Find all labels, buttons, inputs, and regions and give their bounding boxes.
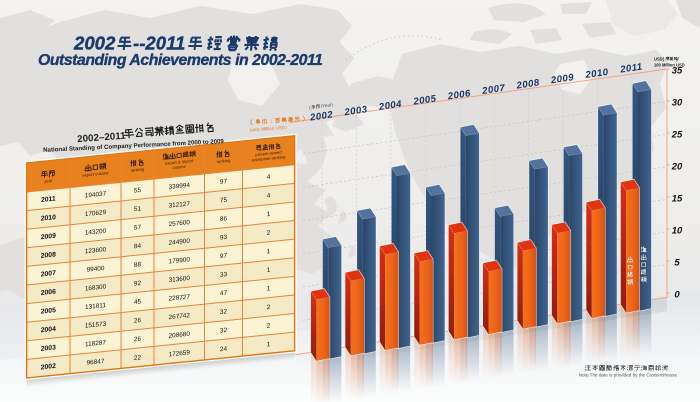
svg-text:2002–2011: 2002–2011 xyxy=(77,131,127,146)
svg-text:24: 24 xyxy=(220,345,228,353)
svg-text:2008: 2008 xyxy=(515,77,541,91)
svg-text:/Year): /Year) xyxy=(320,102,333,109)
svg-text:32: 32 xyxy=(220,327,228,335)
svg-text:168300: 168300 xyxy=(85,283,107,292)
svg-text:ranking: ranking xyxy=(217,158,231,164)
svg-text:2007: 2007 xyxy=(41,270,56,279)
svg-text:33: 33 xyxy=(220,271,228,279)
svg-text:2009: 2009 xyxy=(41,233,56,242)
svg-text:35: 35 xyxy=(672,65,683,76)
svg-text:private-owned: private-owned xyxy=(255,149,282,157)
svg-text:(: ( xyxy=(309,105,312,110)
svg-text:2011: 2011 xyxy=(41,196,56,204)
svg-text:2011: 2011 xyxy=(619,61,644,75)
svg-text:100 Million USD: 100 Million USD xyxy=(654,62,685,67)
svg-text:USD(: USD( xyxy=(654,56,665,61)
svg-text:Outstanding Achievements in 20: Outstanding Achievements in 2002-2011 xyxy=(38,52,322,69)
svg-text:267742: 267742 xyxy=(169,312,191,321)
svg-text:32: 32 xyxy=(220,308,228,316)
svg-text:339994: 339994 xyxy=(169,182,191,191)
svg-text:(unit: Million USD): (unit: Million USD) xyxy=(250,125,288,133)
svg-text:10: 10 xyxy=(672,225,683,236)
svg-text:194037: 194037 xyxy=(85,190,107,199)
svg-text:172659: 172659 xyxy=(169,349,191,358)
svg-text:179900: 179900 xyxy=(169,256,191,265)
svg-text:2004: 2004 xyxy=(377,99,403,113)
svg-text:volume: volume xyxy=(172,164,186,170)
svg-text:228727: 228727 xyxy=(169,293,191,302)
svg-text:45: 45 xyxy=(134,298,142,306)
svg-text:1: 1 xyxy=(267,341,271,348)
svg-text:2010: 2010 xyxy=(584,67,610,81)
svg-text:151573: 151573 xyxy=(85,321,107,330)
svg-text:2010: 2010 xyxy=(41,214,56,223)
svg-text:26: 26 xyxy=(134,336,142,344)
svg-text:20: 20 xyxy=(671,161,683,172)
svg-text:2006: 2006 xyxy=(41,289,56,298)
svg-text:2: 2 xyxy=(267,304,271,311)
svg-text:export volume: export volume xyxy=(82,170,109,178)
svg-text:15: 15 xyxy=(672,193,683,204)
svg-text:93: 93 xyxy=(220,234,228,242)
svg-text:88: 88 xyxy=(134,261,142,269)
svg-text:2002: 2002 xyxy=(308,109,334,123)
svg-text:1: 1 xyxy=(267,267,271,274)
svg-text:export & import: export & import xyxy=(165,158,194,166)
svg-text:99400: 99400 xyxy=(87,265,105,274)
svg-text:1: 1 xyxy=(267,285,271,292)
svg-text:2002: 2002 xyxy=(73,33,116,54)
svg-text:86: 86 xyxy=(220,215,228,223)
svg-text:2: 2 xyxy=(267,322,271,329)
svg-text:143200: 143200 xyxy=(85,228,107,237)
svg-text:2005: 2005 xyxy=(41,307,56,316)
svg-text:118287: 118287 xyxy=(85,339,106,348)
svg-text:2003: 2003 xyxy=(343,104,369,118)
svg-text:47: 47 xyxy=(220,290,228,298)
svg-text:2004: 2004 xyxy=(41,326,56,335)
svg-text:2003: 2003 xyxy=(41,344,56,353)
svg-text:84: 84 xyxy=(134,243,142,251)
svg-text:ranking: ranking xyxy=(131,166,145,172)
svg-text:Note:The date is provided by t: Note:The date is provided by the Customs… xyxy=(579,373,678,378)
svg-text:30: 30 xyxy=(672,97,683,108)
svg-text:51: 51 xyxy=(134,205,142,213)
svg-text:208680: 208680 xyxy=(169,331,191,340)
svg-text:97: 97 xyxy=(220,178,228,186)
svg-text:244900: 244900 xyxy=(169,238,191,247)
svg-text:2009: 2009 xyxy=(549,72,575,86)
svg-text:312127: 312127 xyxy=(169,200,191,209)
svg-text:5: 5 xyxy=(674,257,680,268)
svg-text:75: 75 xyxy=(220,197,228,205)
svg-text:26: 26 xyxy=(134,317,142,325)
svg-text:0: 0 xyxy=(674,289,680,300)
svg-text:170629: 170629 xyxy=(85,209,107,218)
svg-text:1: 1 xyxy=(267,211,271,218)
svg-text:year: year xyxy=(44,178,53,184)
svg-text:22: 22 xyxy=(134,354,142,362)
svg-text:--2011: --2011 xyxy=(133,33,185,54)
svg-text:4: 4 xyxy=(267,174,271,181)
svg-text:enterprise ranking: enterprise ranking xyxy=(252,154,286,162)
svg-text:123600: 123600 xyxy=(85,246,107,255)
svg-text:4: 4 xyxy=(267,192,271,199)
svg-text:2008: 2008 xyxy=(41,251,56,260)
svg-text:97: 97 xyxy=(220,252,228,260)
svg-text:2: 2 xyxy=(267,229,271,236)
svg-text:92: 92 xyxy=(134,280,142,288)
svg-text:)/: )/ xyxy=(676,56,679,61)
svg-text:313600: 313600 xyxy=(169,275,191,284)
svg-text:131811: 131811 xyxy=(85,302,106,311)
svg-text:2002: 2002 xyxy=(41,363,56,372)
svg-text:96847: 96847 xyxy=(87,358,105,367)
svg-text:57: 57 xyxy=(134,224,142,232)
svg-text:2005: 2005 xyxy=(412,93,438,107)
svg-text:55: 55 xyxy=(134,187,142,195)
svg-text:1: 1 xyxy=(267,248,271,255)
svg-text:257600: 257600 xyxy=(169,219,191,228)
svg-text:25: 25 xyxy=(671,129,683,140)
svg-text:2007: 2007 xyxy=(481,83,507,97)
svg-text:2006: 2006 xyxy=(446,88,472,102)
